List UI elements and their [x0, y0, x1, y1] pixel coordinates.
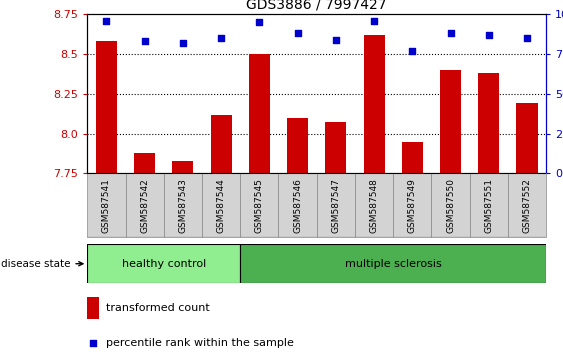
Bar: [470, 173, 508, 237]
Bar: [126, 173, 164, 237]
Point: [484, 32, 493, 38]
Point: [369, 18, 378, 23]
Text: GSM587542: GSM587542: [140, 178, 149, 233]
Text: multiple sclerosis: multiple sclerosis: [345, 259, 441, 269]
Bar: [402, 142, 423, 173]
Bar: [96, 41, 117, 173]
Text: GSM587548: GSM587548: [369, 178, 378, 233]
Point: [293, 30, 302, 36]
Bar: [279, 173, 316, 237]
Point: [217, 35, 226, 41]
Bar: [431, 173, 470, 237]
Point: [522, 35, 531, 41]
Bar: [249, 54, 270, 173]
Bar: [164, 173, 202, 237]
Text: GSM587543: GSM587543: [178, 178, 187, 233]
Bar: [364, 35, 385, 173]
Point: [408, 48, 417, 53]
Text: GSM587541: GSM587541: [102, 178, 111, 233]
Text: transformed count: transformed count: [106, 303, 209, 313]
Text: GSM587549: GSM587549: [408, 178, 417, 233]
Text: percentile rank within the sample: percentile rank within the sample: [106, 338, 293, 348]
Bar: [134, 153, 155, 173]
Bar: [202, 173, 240, 237]
Text: GSM587551: GSM587551: [484, 178, 493, 233]
Text: GSM587544: GSM587544: [217, 178, 226, 233]
Point: [255, 19, 264, 25]
Bar: [87, 173, 126, 237]
Text: GSM587545: GSM587545: [255, 178, 264, 233]
Text: GSM587546: GSM587546: [293, 178, 302, 233]
Bar: [508, 173, 546, 237]
Text: disease state: disease state: [1, 259, 83, 269]
Point: [88, 341, 97, 346]
Bar: [316, 173, 355, 237]
Bar: [325, 122, 346, 173]
Bar: [240, 173, 279, 237]
Title: GDS3886 / 7997427: GDS3886 / 7997427: [247, 0, 387, 12]
Bar: [172, 161, 193, 173]
Bar: [440, 70, 461, 173]
Text: GSM587552: GSM587552: [522, 178, 531, 233]
Bar: [287, 118, 308, 173]
Text: GSM587547: GSM587547: [331, 178, 340, 233]
Bar: [355, 173, 393, 237]
Bar: [87, 244, 240, 283]
Bar: [211, 115, 231, 173]
Point: [446, 30, 455, 36]
Bar: [240, 244, 546, 283]
Bar: [87, 297, 99, 319]
Point: [140, 38, 149, 44]
Point: [102, 18, 111, 23]
Bar: [393, 173, 431, 237]
Point: [331, 37, 340, 42]
Text: GSM587550: GSM587550: [446, 178, 455, 233]
Text: healthy control: healthy control: [122, 259, 206, 269]
Bar: [478, 73, 499, 173]
Point: [178, 40, 187, 46]
Bar: [516, 103, 538, 173]
